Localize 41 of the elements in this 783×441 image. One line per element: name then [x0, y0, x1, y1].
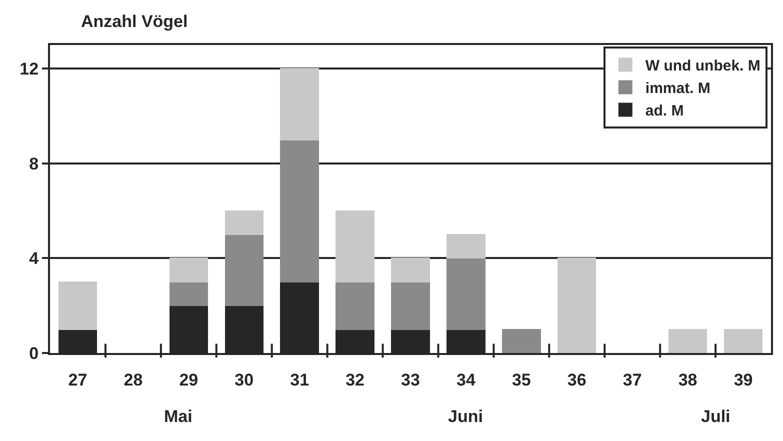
x-tick-label: 35 [512, 370, 531, 390]
text: Juli [701, 407, 730, 426]
bar [280, 68, 319, 140]
bar [58, 281, 98, 330]
x-tick-label: 32 [346, 370, 364, 390]
legend-label: W und unbek. M [645, 58, 760, 75]
bar [169, 281, 208, 306]
x-tick-label: 36 [567, 370, 586, 390]
x-tick-label: 31 [290, 370, 310, 390]
bar [391, 281, 430, 330]
y-tick-label: 4 [29, 249, 40, 268]
bar [336, 210, 374, 282]
x-tick-label: 30 [234, 370, 254, 390]
bar [224, 234, 264, 306]
legend-label: immat. M [645, 80, 710, 98]
text: Mai [164, 407, 192, 426]
bar [169, 258, 208, 282]
x-tick-label: 39 [734, 370, 753, 390]
x-tick-label: 28 [124, 370, 143, 390]
x-tick-label: 29 [179, 370, 198, 390]
y-tick-label: 0 [29, 344, 39, 363]
bar [446, 258, 486, 330]
text: Juni [448, 407, 483, 426]
bar [668, 328, 708, 353]
bar [280, 139, 319, 282]
y-tick-label: 12 [20, 60, 39, 79]
bar [558, 258, 596, 353]
bar [391, 258, 430, 282]
bar [224, 210, 264, 236]
y-tick-label: 8 [29, 154, 39, 174]
bar [446, 234, 486, 259]
x-tick-label: 33 [401, 370, 420, 390]
legend-label: ad. M [645, 102, 684, 120]
bar [336, 281, 374, 330]
x-tick-label: 34 [456, 370, 476, 390]
bar [724, 328, 763, 353]
y-axis-title: Anzahl Vögel [81, 12, 188, 31]
x-tick-label: 27 [68, 370, 88, 390]
x-tick-label: 38 [678, 370, 698, 390]
x-tick-label: 37 [622, 370, 642, 390]
bar [502, 328, 541, 353]
